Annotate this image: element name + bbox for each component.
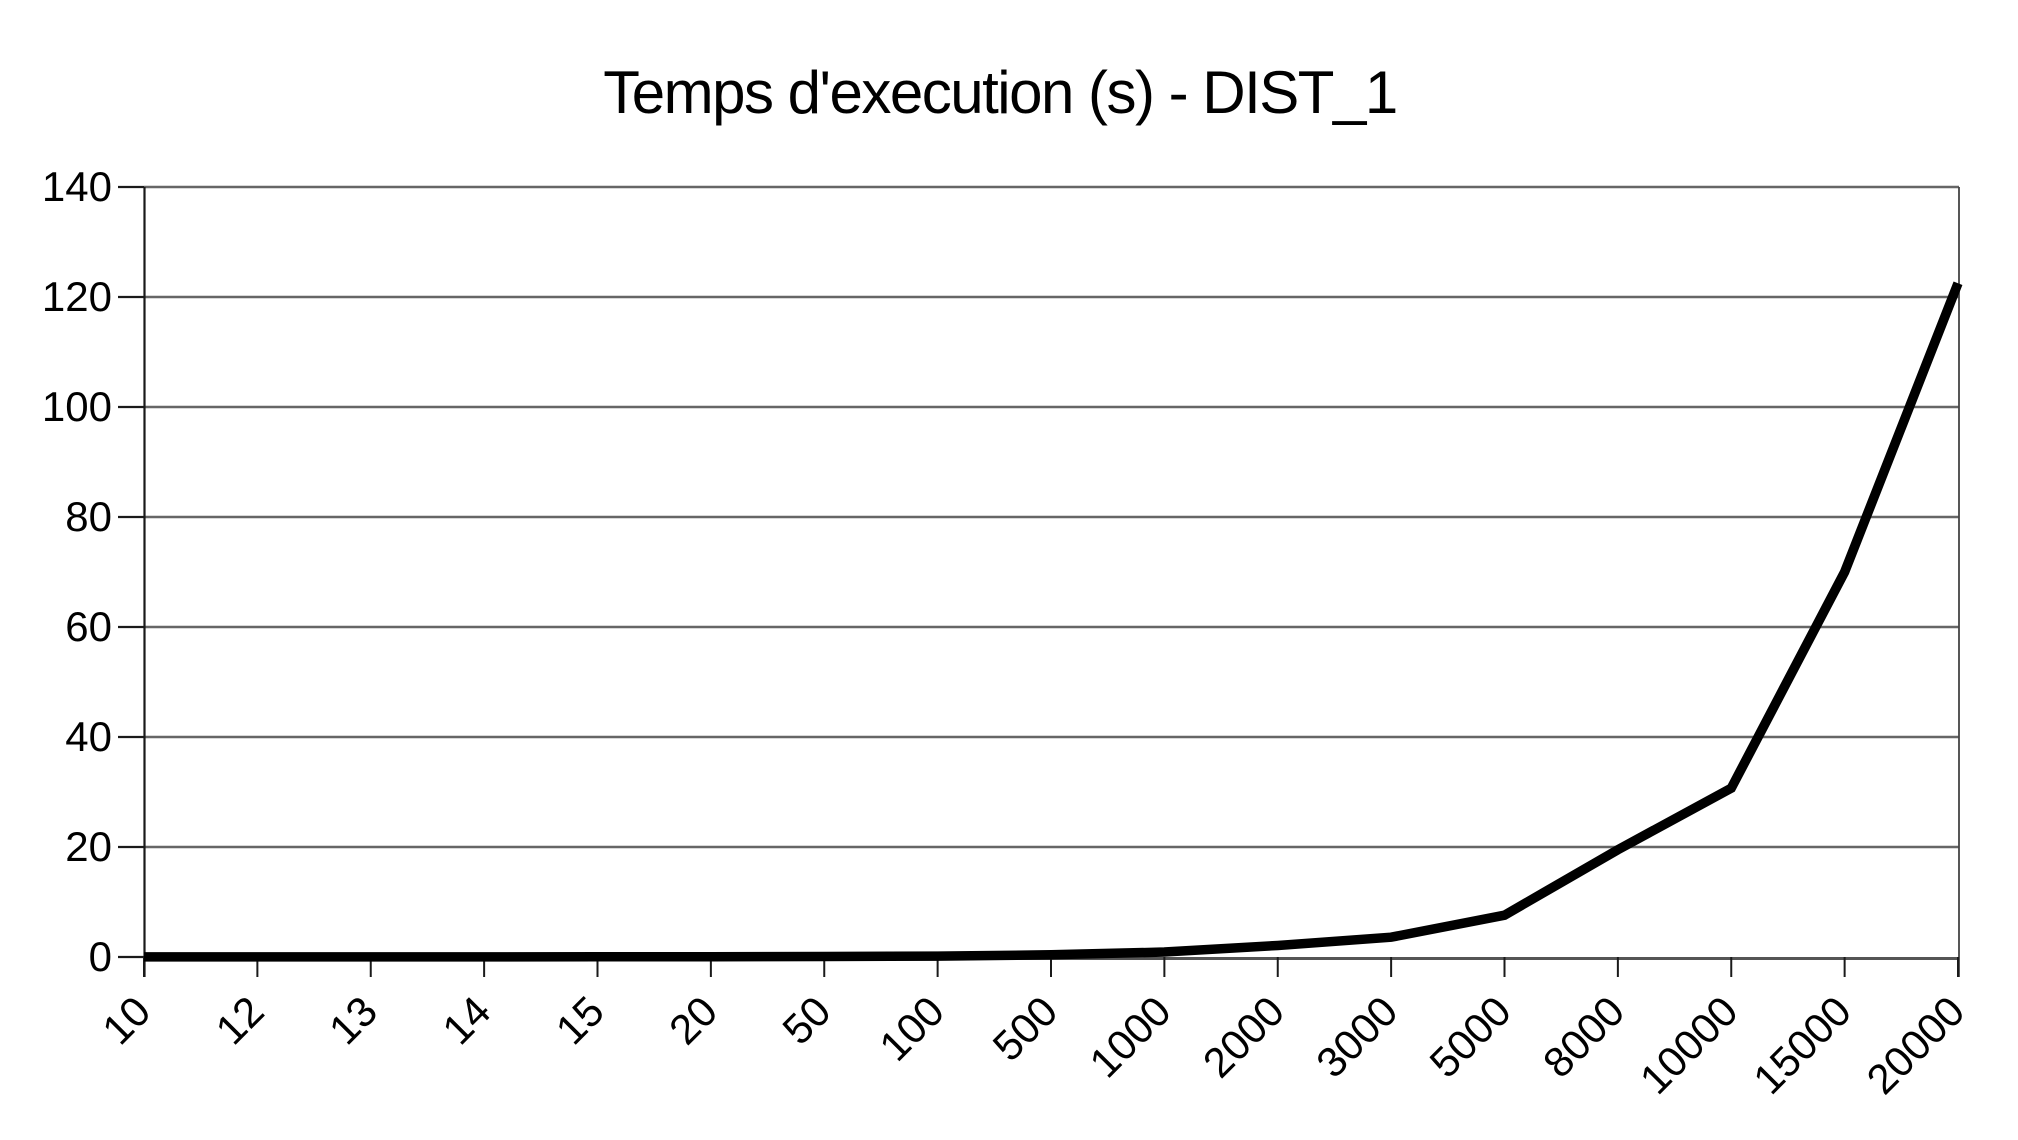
x-tick-label: 2000 xyxy=(1194,987,1293,1086)
x-tick-label-group: 12 xyxy=(206,987,272,1053)
y-tick-label: 0 xyxy=(89,933,112,980)
gridlines-layer xyxy=(144,185,1959,849)
x-tick-label: 12 xyxy=(206,987,272,1053)
x-tick-label-group: 15000 xyxy=(1744,987,1860,1103)
x-tick-label: 500 xyxy=(984,987,1067,1070)
axes-layer xyxy=(118,185,1960,977)
x-tick-label-group: 14 xyxy=(433,987,499,1053)
series-layer xyxy=(144,281,1963,962)
x-tick-label-group: 100 xyxy=(870,987,953,1070)
y-tick-label: 120 xyxy=(42,273,112,320)
x-tick-label: 10 xyxy=(93,987,159,1053)
x-tick-label-group: 2000 xyxy=(1194,987,1293,1086)
x-tick-label-group: 13 xyxy=(320,987,386,1053)
x-tick-label: 20000 xyxy=(1858,987,1974,1103)
x-tick-label-group: 10000 xyxy=(1631,987,1747,1103)
x-tick-label: 100 xyxy=(870,987,953,1070)
x-tick-label: 8000 xyxy=(1534,987,1633,1086)
x-tick-label: 3000 xyxy=(1307,987,1406,1086)
x-tick-label-group: 1000 xyxy=(1080,987,1179,1086)
x-tick-label: 15000 xyxy=(1744,987,1860,1103)
x-tick-label: 50 xyxy=(773,987,839,1053)
chart-title: Temps d'execution (s) - DIST_1 xyxy=(603,59,1396,126)
series-line xyxy=(144,281,1963,962)
x-tick-label: 13 xyxy=(320,987,386,1053)
x-tick-label: 14 xyxy=(433,987,499,1053)
x-tick-label-group: 10 xyxy=(93,987,159,1053)
x-tick-label: 1000 xyxy=(1080,987,1179,1086)
y-tick-label: 40 xyxy=(65,713,112,760)
x-tick-label: 10000 xyxy=(1631,987,1747,1103)
y-tick-label: 20 xyxy=(65,823,112,870)
x-tick-label-group: 20000 xyxy=(1858,987,1974,1103)
x-tick-label: 20 xyxy=(660,987,726,1053)
y-tick-label: 60 xyxy=(65,603,112,650)
x-tick-label-group: 8000 xyxy=(1534,987,1633,1086)
x-tick-label-group: 20 xyxy=(660,987,726,1053)
y-tick-label: 140 xyxy=(42,163,112,210)
x-tick-label: 15 xyxy=(547,987,613,1053)
x-tick-label-group: 50 xyxy=(773,987,839,1053)
x-tick-label: 5000 xyxy=(1421,987,1520,1086)
x-tick-label-group: 500 xyxy=(984,987,1067,1070)
x-tick-label-group: 5000 xyxy=(1421,987,1520,1086)
y-tick-label: 100 xyxy=(42,383,112,430)
x-tick-label-group: 15 xyxy=(547,987,613,1053)
x-tick-label-group: 3000 xyxy=(1307,987,1406,1086)
y-tick-label: 80 xyxy=(65,493,112,540)
